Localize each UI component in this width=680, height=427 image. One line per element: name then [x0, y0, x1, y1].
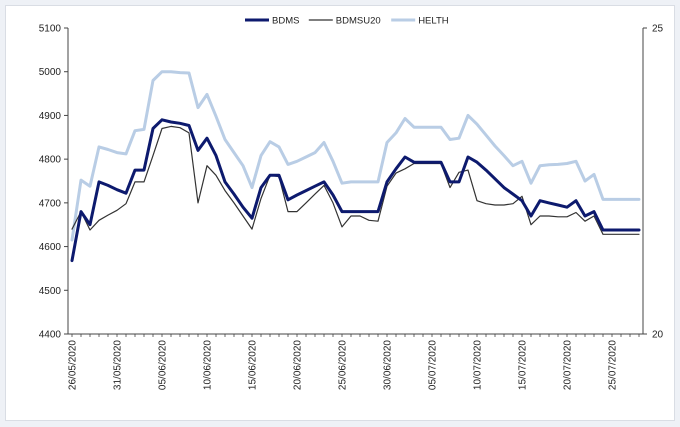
x-tick-label: 30/06/2020 — [383, 340, 394, 390]
x-tick-label: 10/07/2020 — [473, 340, 484, 390]
series-line-helth — [70, 70, 641, 242]
x-tick-label: 10/06/2020 — [203, 340, 214, 390]
x-tick-label: 25/07/2020 — [608, 340, 619, 390]
legend-label: BDMS — [272, 16, 299, 27]
y2-tick-label: 20 — [652, 330, 664, 341]
x-tick-label: 20/06/2020 — [293, 340, 304, 390]
legend-label: BDMSU20 — [336, 16, 381, 27]
y-tick-label: 4900 — [39, 111, 62, 122]
y-tick-label: 4600 — [39, 242, 62, 253]
y-tick-label: 4400 — [39, 330, 62, 341]
x-tick-label: 31/05/2020 — [113, 340, 124, 390]
x-tick-label: 05/06/2020 — [158, 340, 169, 390]
x-tick-label: 15/07/2020 — [518, 340, 529, 390]
chart-legend: BDMS BDMSU20 HELTH — [245, 16, 449, 27]
y-tick-label: 4800 — [39, 155, 62, 166]
y-tick-label: 5000 — [39, 67, 62, 78]
y2-tick-label: 25 — [652, 24, 664, 35]
chart-axes: 4400 4500 4600 4700 4800 4900 5000 5100 20 25 26/0… — [39, 24, 664, 391]
y-tick-label: 4700 — [39, 198, 62, 209]
series-line-bdms — [70, 118, 641, 263]
series-line-bdmsu20 — [71, 125, 640, 235]
x-tick-label: 26/05/2020 — [68, 340, 79, 390]
x-tick-label: 15/06/2020 — [248, 340, 259, 390]
chart-series-lines — [70, 70, 641, 263]
chart-panel — [5, 5, 675, 421]
y-tick-label: 5100 — [39, 24, 62, 35]
x-tick-label: 05/07/2020 — [428, 340, 439, 390]
legend-label: HELTH — [418, 16, 449, 27]
y-tick-label: 4500 — [39, 286, 62, 297]
x-tick-label: 20/07/2020 — [563, 340, 574, 390]
x-tick-label: 25/06/2020 — [338, 340, 349, 390]
